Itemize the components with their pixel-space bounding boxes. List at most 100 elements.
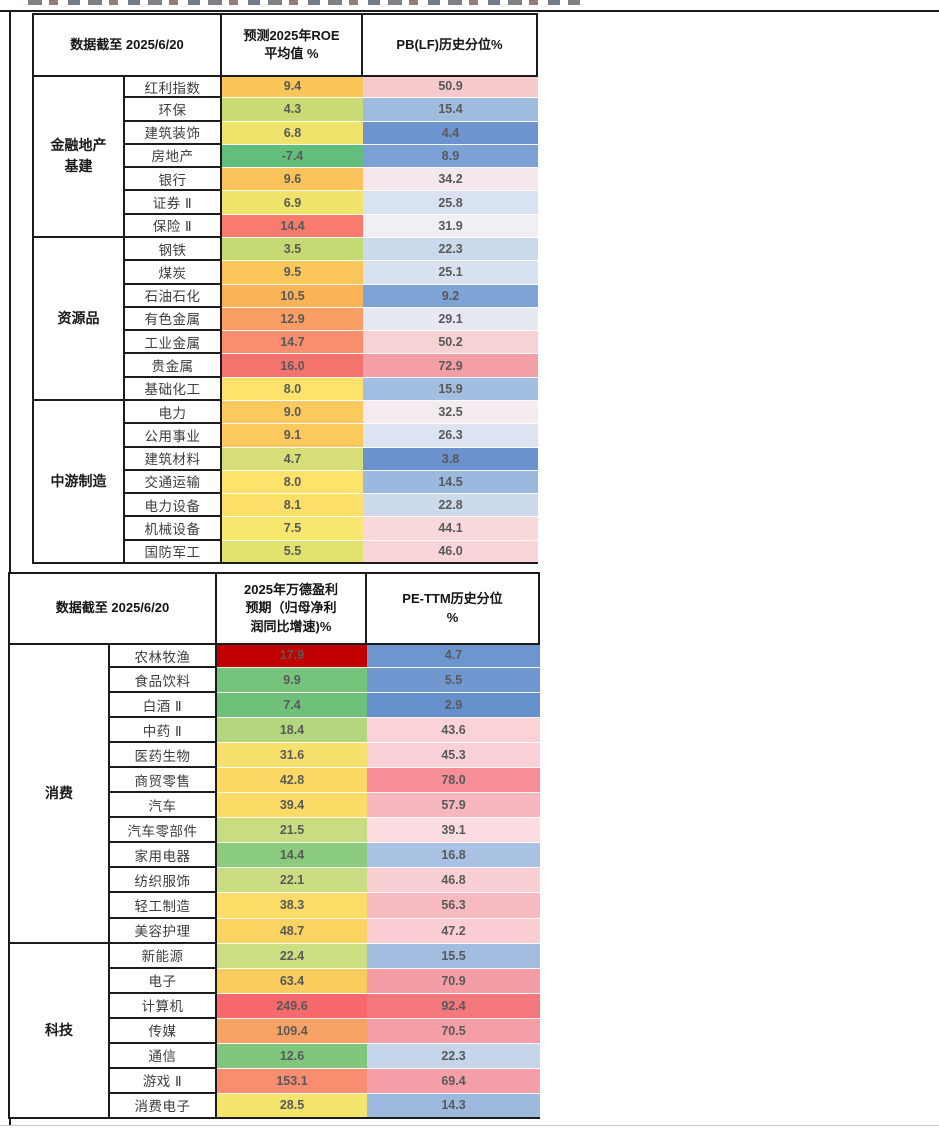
value-cell-v2: 47.2 [367, 918, 540, 944]
sector-cell: 有色金属 [123, 305, 222, 332]
table-body: 消费 农林牧渔 17.9 4.7 食品饮料 9.9 5.5 白酒 Ⅱ 7.4 2.9 中药 Ⅱ 18.… [8, 643, 540, 1119]
value-cell-v1: 8.0 [222, 470, 363, 495]
sector-cell: 基础化工 [123, 375, 222, 401]
sector-cell: 证券 Ⅱ [123, 189, 222, 215]
group-cell: 资源品 [32, 235, 125, 401]
sector-cell: 红利指数 [123, 75, 222, 99]
clipped-title-text [28, 0, 580, 5]
value-cell-v1: 14.4 [217, 843, 367, 869]
value-cell-v1: 14.7 [222, 331, 363, 355]
value-cell-v1: 5.5 [222, 540, 363, 564]
value-cell-v2: 25.1 [363, 261, 538, 285]
value-cell-v1: 9.5 [222, 261, 363, 285]
value-cell-v1: 7.5 [222, 517, 363, 541]
value-cell-v1: 249.6 [217, 993, 367, 1019]
sector-cell: 建筑装饰 [123, 119, 222, 145]
value-cell-v2: 46.0 [363, 540, 538, 564]
value-cell-v2: 45.3 [367, 743, 540, 769]
value-cell-v2: 39.1 [367, 818, 540, 844]
table-header-row: 数据截至 2025/6/20 2025年万德盈利 预期（归母净利 润同比增速)% P… [8, 572, 540, 645]
sector-cell: 房地产 [123, 142, 222, 169]
sector-cell: 交通运输 [123, 468, 222, 495]
sector-cell: 美容护理 [108, 916, 217, 944]
sector-cell: 中药 Ⅱ [108, 716, 217, 744]
value-cell-v1: 18.4 [217, 718, 367, 744]
group-cell: 金融地产 基建 [32, 75, 125, 238]
value-cell-v2: 14.3 [367, 1093, 540, 1119]
sector-cell: 公用事业 [123, 422, 222, 448]
value-cell-v1: 22.1 [217, 868, 367, 894]
value-cell-v1: 42.8 [217, 768, 367, 794]
value-cell-v1: 21.5 [217, 818, 367, 844]
sector-cell: 环保 [123, 96, 222, 122]
header-cell-date: 数据截至 2025/6/20 [32, 13, 222, 77]
sector-cell: 医药生物 [108, 741, 217, 769]
value-cell-v1: 14.4 [222, 214, 363, 238]
value-cell-v2: 43.6 [367, 718, 540, 744]
value-cell-v1: 28.5 [217, 1093, 367, 1119]
value-cell-v1: 9.1 [222, 424, 363, 448]
header-cell-metric1: 2025年万德盈利 预期（归母净利 润同比增速)% [215, 572, 367, 645]
value-cell-v1: 10.5 [222, 284, 363, 308]
sector-cell: 轻工制造 [108, 891, 217, 919]
value-cell-v1: 8.0 [222, 377, 363, 401]
value-cell-v1: 6.8 [222, 121, 363, 145]
sector-cell: 工业金属 [123, 329, 222, 355]
value-cell-v1: 4.7 [222, 447, 363, 471]
sector-cell: 钢铁 [123, 235, 222, 262]
sector-cell: 计算机 [108, 991, 217, 1019]
value-cell-v2: 22.8 [363, 494, 538, 518]
profit-pe-heatmap-table: 数据截至 2025/6/20 2025年万德盈利 预期（归母净利 润同比增速)% P… [8, 572, 540, 1119]
header-cell-metric2: PB(LF)历史分位% [361, 13, 538, 77]
table-header-row: 数据截至 2025/6/20 预测2025年ROE 平均值 % PB(LF)历史分位… [32, 13, 538, 77]
value-cell-v2: 56.3 [367, 893, 540, 919]
sector-cell: 保险 Ⅱ [123, 212, 222, 238]
value-cell-v1: 12.9 [222, 307, 363, 332]
value-cell-v2: 16.8 [367, 843, 540, 869]
sector-cell: 新能源 [108, 941, 217, 969]
sector-cell: 煤炭 [123, 259, 222, 285]
value-cell-v1: 3.5 [222, 237, 363, 262]
value-cell-v2: 15.9 [363, 377, 538, 401]
value-cell-v2: 46.8 [367, 868, 540, 894]
value-cell-v1: 63.4 [217, 968, 367, 994]
top-rule-line [0, 10, 939, 12]
value-cell-v2: 44.1 [363, 517, 538, 541]
value-cell-v1: 153.1 [217, 1068, 367, 1094]
sector-cell: 游戏 Ⅱ [108, 1066, 217, 1094]
value-cell-v2: 92.4 [367, 993, 540, 1019]
value-cell-v2: 31.9 [363, 214, 538, 238]
roe-pb-heatmap-table: 数据截至 2025/6/20 预测2025年ROE 平均值 % PB(LF)历史分位… [32, 13, 538, 564]
group-cell: 科技 [8, 941, 110, 1119]
value-cell-v2: 72.9 [363, 354, 538, 378]
sector-cell: 建筑材料 [123, 445, 222, 471]
table-body: 金融地产 基建 红利指数 9.4 50.9 环保 4.3 15.4 建筑装饰 6.8 4.4 房地产… [32, 75, 538, 564]
value-cell-v2: 4.4 [363, 121, 538, 145]
sector-cell: 电力 [123, 398, 222, 425]
sector-cell: 家用电器 [108, 841, 217, 869]
value-cell-v1: 8.1 [222, 494, 363, 518]
value-cell-v2: 25.8 [363, 191, 538, 215]
group-cell: 消费 [8, 643, 110, 944]
sector-cell: 石油石化 [123, 282, 222, 308]
value-cell-v1: 4.3 [222, 98, 363, 122]
value-cell-v2: 57.9 [367, 793, 540, 819]
bottom-edge-line [0, 1125, 939, 1126]
value-cell-v1: 9.6 [222, 168, 363, 192]
value-cell-v2: 15.4 [363, 98, 538, 122]
value-cell-v1: 39.4 [217, 793, 367, 819]
sector-cell: 食品饮料 [108, 666, 217, 694]
sector-cell: 机械设备 [123, 515, 222, 541]
value-cell-v2: 14.5 [363, 470, 538, 495]
value-cell-v2: 26.3 [363, 424, 538, 448]
value-cell-v1: 48.7 [217, 918, 367, 944]
header-cell-metric2: PE-TTM历史分位 % [365, 572, 540, 645]
sector-cell: 银行 [123, 166, 222, 192]
value-cell-v2: 2.9 [367, 693, 540, 719]
value-cell-v2: 15.5 [367, 943, 540, 969]
value-cell-v1: 31.6 [217, 743, 367, 769]
value-cell-v1: 9.4 [222, 75, 363, 99]
value-cell-v2: 22.3 [367, 1043, 540, 1069]
value-cell-v2: 9.2 [363, 284, 538, 308]
